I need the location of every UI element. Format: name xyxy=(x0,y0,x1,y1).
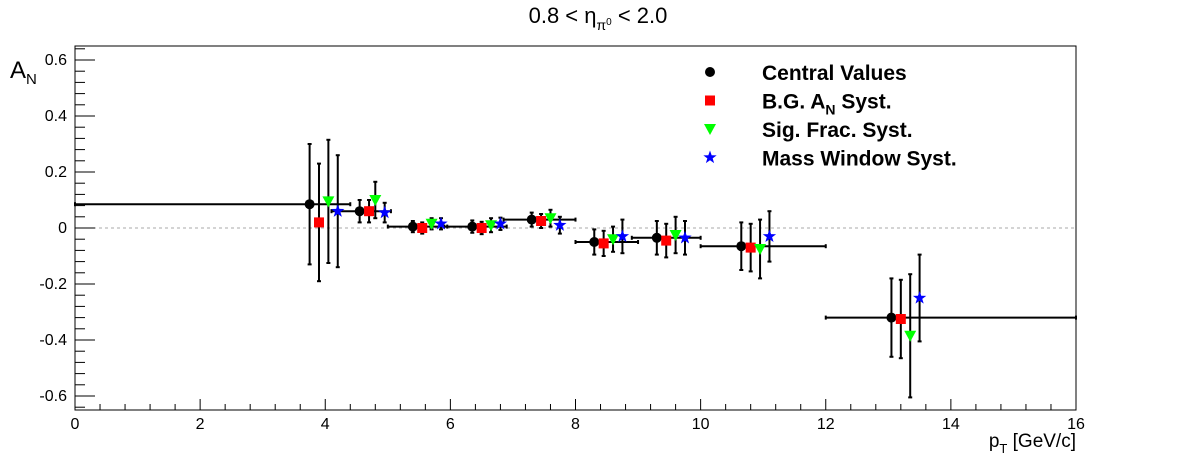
series-square xyxy=(313,162,906,360)
series-star xyxy=(331,154,927,343)
data-point xyxy=(651,232,662,243)
data-point xyxy=(754,244,767,255)
chart-title-text: 0.8 < ηπ0 < 2.0 xyxy=(529,3,668,33)
legend-marker xyxy=(704,124,716,135)
data-point xyxy=(354,206,365,217)
data-point xyxy=(762,229,777,243)
x-tick-label: 12 xyxy=(817,416,835,433)
x-tick-label: 6 xyxy=(446,416,455,433)
y-tick-label: -0.2 xyxy=(39,276,67,293)
legend-label: Central Values xyxy=(762,62,907,85)
data-point xyxy=(476,223,487,233)
x-axis-title: pT [GeV/c] xyxy=(989,431,1076,456)
data-point xyxy=(434,216,448,230)
data-point xyxy=(331,204,345,217)
data-point xyxy=(313,217,324,228)
legend-item: B.G. AN Syst. xyxy=(705,91,892,118)
data-point xyxy=(669,230,682,241)
legend-label: B.G. AN Syst. xyxy=(762,91,892,118)
chart-title: 0.8 < ηπ0 < 2.0 xyxy=(529,3,668,33)
legend-marker xyxy=(705,95,715,106)
data-point xyxy=(364,206,375,217)
data-point xyxy=(553,218,567,231)
x-tick-label: 14 xyxy=(942,416,960,433)
y-axis-title-text: AN xyxy=(10,57,37,88)
data-point xyxy=(895,314,906,324)
x-tick-label: 10 xyxy=(692,416,710,433)
data-point xyxy=(745,242,756,253)
legend-label: Mass Window Syst. xyxy=(762,148,957,171)
legend-marker xyxy=(703,150,717,164)
series-triangle-down xyxy=(322,138,917,399)
data-point xyxy=(736,241,747,252)
data-series xyxy=(74,138,1077,399)
y-tick-label: -0.4 xyxy=(39,332,67,349)
x-axis: 0 2 4 6 8 10 12 14 16 xyxy=(71,399,1085,433)
x-axis-title-text: pT [GeV/c] xyxy=(989,431,1076,456)
legend: Central Values B.G. AN Syst.Sig. Frac. Sy… xyxy=(703,62,957,171)
legend-item: Mass Window Syst. xyxy=(703,148,957,171)
y-tick-label: -0.6 xyxy=(39,388,67,405)
x-tick-label: 4 xyxy=(321,416,330,433)
data-point xyxy=(536,216,547,226)
data-point xyxy=(904,330,917,342)
x-tick-label: 8 xyxy=(571,416,580,433)
data-point xyxy=(378,205,392,219)
y-tick-label: 0.6 xyxy=(45,52,67,69)
data-point xyxy=(369,195,382,206)
data-point xyxy=(589,237,600,247)
y-tick-label: 0 xyxy=(58,220,67,237)
data-point xyxy=(615,229,630,243)
y-tick-label: 0.4 xyxy=(45,108,67,125)
legend-item: Central Values xyxy=(705,62,907,85)
y-axis-title: AN xyxy=(10,57,37,88)
data-point xyxy=(678,230,692,244)
data-point xyxy=(493,216,508,230)
x-tick-label: 2 xyxy=(196,416,205,433)
x-tick-label: 0 xyxy=(71,416,80,433)
data-point xyxy=(598,238,609,249)
data-point xyxy=(607,234,620,246)
y-axis: -0.6 -0.4 -0.2 0 0.2 0.4 0.6 xyxy=(39,48,95,408)
data-point xyxy=(485,220,498,232)
data-point xyxy=(912,291,927,304)
data-point xyxy=(886,312,897,323)
data-point xyxy=(322,196,335,208)
data-point xyxy=(467,221,478,232)
y-tick-label: 0.2 xyxy=(45,164,67,181)
series-circle xyxy=(74,143,1077,358)
data-point xyxy=(304,199,315,210)
data-point xyxy=(425,218,438,230)
data-point xyxy=(407,221,418,232)
data-point xyxy=(661,235,672,246)
data-point xyxy=(417,223,428,233)
x-tick-label: 16 xyxy=(1067,416,1085,433)
legend-label: Sig. Frac. Syst. xyxy=(762,119,913,142)
legend-marker xyxy=(705,67,715,77)
data-point xyxy=(544,213,557,225)
legend-item: Sig. Frac. Syst. xyxy=(704,119,913,142)
data-point xyxy=(526,214,537,225)
